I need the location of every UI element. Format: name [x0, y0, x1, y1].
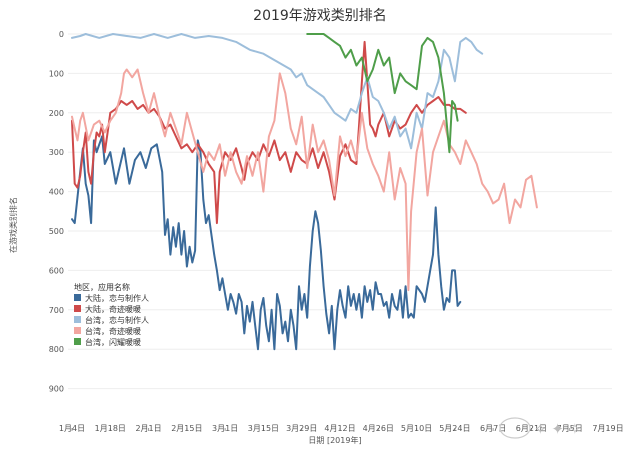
x-tick-label: 3月1日 [212, 424, 238, 433]
x-tick-label: 7月5日 [557, 424, 583, 433]
series-line [306, 33, 459, 154]
watermark-glyphs: ✧ ✦ ✧ [534, 420, 581, 438]
x-tick-label: 4月12日 [324, 424, 355, 433]
y-axis-ticks: 0 100 200 300 400 500 600 700 800 900 [49, 30, 64, 394]
series-line [71, 135, 462, 351]
x-tick-label: 7月19日 [592, 424, 623, 433]
x-tick-label: 1月4日 [59, 424, 85, 433]
y-axis-label: 在游戏类别排名 [8, 197, 18, 253]
x-tick-label: 4月26日 [363, 424, 394, 433]
x-tick-label: 6月7日 [480, 424, 506, 433]
series-line [71, 68, 538, 292]
legend-swatch [74, 327, 81, 334]
legend-swatch [74, 316, 81, 323]
x-axis-ticks: 1月4日 1月18日 2月1日 2月15日 3月1日 3月15日 3月29日 4月12日 4月2… [59, 424, 624, 433]
x-tick-label: 2月15日 [171, 424, 202, 433]
legend-title: 地区，应用名称 [74, 282, 130, 292]
x-axis-label: 日期 [2019年] [308, 435, 361, 445]
y-tick-label: 400 [49, 188, 64, 197]
y-tick-label: 800 [49, 345, 64, 354]
x-tick-label: 2月1日 [135, 424, 161, 433]
legend-swatch [74, 305, 81, 312]
y-tick-label: 0 [59, 30, 64, 39]
y-tick-label: 100 [49, 69, 64, 78]
legend-entry: 台湾，恋与制作人 [85, 315, 149, 325]
x-tick-label: 5月24日 [439, 424, 470, 433]
grid [68, 33, 612, 390]
series-line [71, 40, 467, 225]
y-tick-label: 900 [49, 385, 64, 394]
y-tick-label: 200 [49, 109, 64, 118]
series-line [71, 33, 484, 150]
y-tick-label: 500 [49, 227, 64, 236]
chart-title: 2019年游戏类别排名 [253, 8, 387, 24]
legend-swatch [74, 294, 81, 301]
legend-swatch [74, 338, 81, 345]
x-tick-label: 3月15日 [248, 424, 279, 433]
legend: 地区，应用名称 大陆，恋与制作人大陆，奇迹暖暖台湾，恋与制作人台湾，奇迹暖暖台湾… [74, 282, 149, 347]
x-tick-label: 5月10日 [401, 424, 432, 433]
y-tick-label: 300 [49, 148, 64, 157]
legend-entry: 大陆，恋与制作人 [85, 293, 149, 303]
x-tick-label: 3月29日 [286, 424, 317, 433]
x-tick-label: 6月21日 [516, 424, 547, 433]
legend-entry: 大陆，奇迹暖暖 [85, 304, 141, 314]
y-tick-label: 700 [49, 306, 64, 315]
watermark-icon [499, 417, 531, 439]
x-tick-label: 1月18日 [95, 424, 126, 433]
legend-entry: 台湾，闪耀暖暖 [85, 337, 141, 347]
watermark-logo: ✧ ✦ ✧ [499, 417, 581, 439]
legend-entry: 台湾，奇迹暖暖 [85, 326, 141, 336]
series-lines [71, 33, 538, 351]
y-tick-label: 600 [49, 266, 64, 275]
